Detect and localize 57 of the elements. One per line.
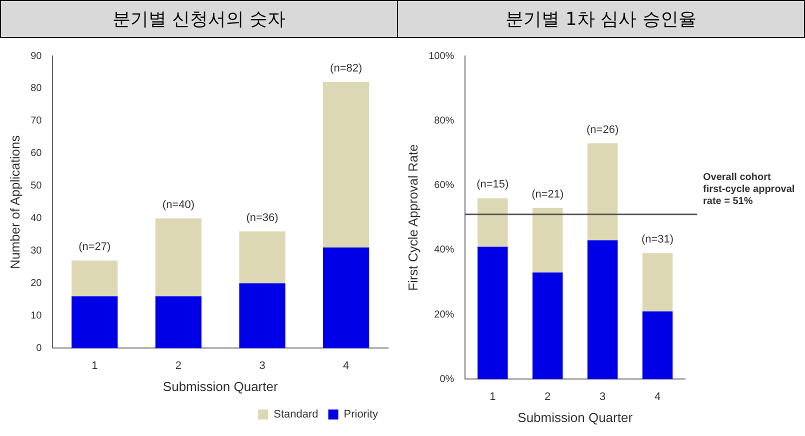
y-tick-label: 0 [36,342,42,354]
x-axis-title: Submission Quarter [162,378,278,394]
bar [72,260,118,296]
total-label: (n=36) [246,212,278,224]
legend-label: Standard [274,408,318,421]
annotation: (n=15) [476,178,509,191]
annotation: (n=31) [641,234,674,246]
y-axis-title: First Cycle Approval Rate [405,144,420,291]
y-tick-label: 30 [30,246,42,257]
bar [642,311,673,380]
y-tick-label: 40% [434,244,454,256]
y-tick-label: 60% [434,180,454,192]
y-axis-title: Number of Applications [7,134,22,269]
x-axis-title: Submission Quarter [518,410,634,425]
x-tick-label: 4 [343,360,350,372]
bar [72,296,118,348]
y-tick-label: 100% [428,50,454,62]
y-tick-label: 60 [30,148,42,160]
bar [239,283,286,348]
bar [478,198,508,247]
x-tick-label: 2 [175,360,182,372]
y-tick-label: 50 [30,180,42,192]
x-tick-label: 3 [259,360,266,372]
y-tick-label: 70 [30,116,42,127]
bar [642,253,673,312]
bar [587,240,618,380]
x-tick-label: 4 [654,390,661,403]
legend-label: Priority [344,408,378,421]
bar [532,208,563,273]
bar [478,246,508,380]
annotation: (n=21) [532,188,564,200]
ref-line-label: Overall cohort first-cycle approval rate = 51% [703,172,795,208]
y-tick-label: 40 [30,213,42,224]
bar [323,248,370,348]
bar [323,82,370,248]
annotation: (n=26) [586,124,619,136]
x-tick-label: 1 [490,390,496,403]
total-label: (n=82) [330,62,362,75]
y-tick-label: 20 [30,278,42,290]
bar [155,296,202,348]
total-label: (n=40) [162,198,195,211]
y-tick-label: 0% [440,374,454,385]
total-label: (n=27) [78,241,111,254]
bar [239,231,286,284]
y-tick-label: 90 [30,50,42,62]
bar [155,218,202,296]
chart-title: 분기별 1차 심사 승인율 [397,0,805,38]
y-tick-label: 80 [30,83,42,94]
y-tick-label: 20% [434,309,454,320]
x-tick-label: 2 [544,390,551,403]
bar [532,272,563,380]
x-tick-label: 3 [600,390,606,403]
bar [587,143,618,240]
chart-title: 분기별 신청서의 숫자 [0,0,398,38]
x-tick-label: 1 [92,360,98,372]
y-tick-label: 10 [30,310,42,322]
y-tick-label: 80% [434,115,454,126]
